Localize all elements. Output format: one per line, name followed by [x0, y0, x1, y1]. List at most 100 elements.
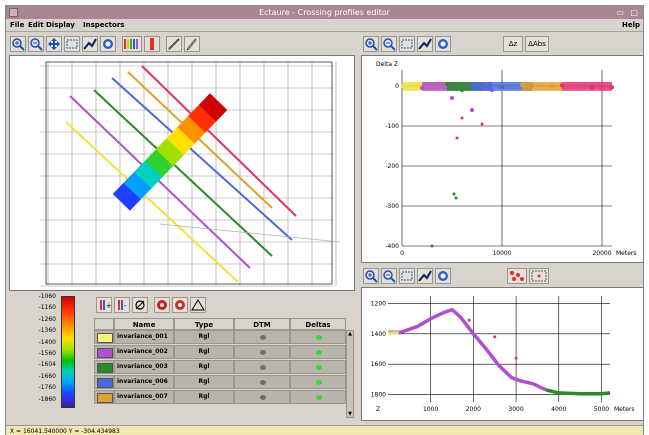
deltas-cell — [290, 360, 346, 374]
deltas-indicator-icon[interactable] — [316, 335, 322, 340]
map-profile-line — [65, 121, 239, 283]
bar-icon[interactable] — [144, 36, 160, 52]
swath-segment — [177, 115, 206, 144]
menu-inspectors[interactable]: Inspectors — [83, 21, 125, 29]
profile-color-swatch[interactable] — [97, 363, 113, 373]
col-header-name[interactable]: Name — [114, 318, 174, 330]
profile-chart-canvas[interactable]: 1200 1400 1600 1800 1000 2000 3000 4000 5000 Z Met… — [362, 288, 643, 420]
deltas-indicator-icon[interactable] — [316, 395, 322, 400]
select-rect-icon[interactable] — [64, 36, 80, 52]
table-row[interactable]: invariance_003 Rgl — [94, 360, 346, 374]
profile-color-swatch[interactable] — [97, 333, 113, 343]
delta-y-tick-label: 0 — [395, 83, 399, 90]
select-rect-icon[interactable] — [399, 36, 415, 52]
delta-chart[interactable]: 0 -100 -200 -300 -400 0 10000 20000 Delta Z Meter… — [361, 55, 644, 263]
svg-text:+: + — [106, 302, 111, 310]
pan-icon[interactable] — [46, 36, 62, 52]
delta-y-tick-label: -300 — [385, 203, 399, 210]
delta-z-button[interactable]: Δz — [503, 36, 523, 52]
swath-segment — [123, 171, 152, 200]
table-row[interactable]: invariance_002 Rgl — [94, 345, 346, 359]
zoom-out-icon[interactable] — [381, 36, 397, 52]
table-scrollbar[interactable]: ▲ ▼ — [346, 330, 354, 418]
delta-point-band — [562, 82, 612, 91]
swath-segment — [166, 126, 195, 155]
points-icon[interactable] — [507, 268, 527, 284]
dtm-indicator-icon[interactable] — [260, 335, 266, 340]
table-row[interactable]: invariance_001 Rgl — [94, 330, 346, 344]
scroll-down-icon[interactable]: ▼ — [348, 411, 352, 417]
profile-color-swatch[interactable] — [97, 348, 113, 358]
colorbar-tick-label: -1360 — [38, 327, 56, 335]
profile-color-swatch[interactable] — [97, 393, 113, 403]
table-row[interactable]: invariance_006 Rgl — [94, 375, 346, 389]
dash-rect-icon[interactable] — [529, 268, 549, 284]
profile-y-tick-label: 1600 — [371, 361, 386, 368]
zoom-in-icon[interactable] — [363, 268, 379, 284]
map-gray-track — [159, 223, 341, 243]
menu-file[interactable]: File — [10, 21, 25, 29]
profile-name: invariance_002 — [114, 345, 174, 359]
delta-outlier-point — [460, 116, 464, 120]
deltas-indicator-icon[interactable] — [316, 350, 322, 355]
deltas-cell — [290, 390, 346, 404]
remove-profile-icon[interactable]: - — [114, 297, 130, 313]
zoom-in-icon[interactable] — [10, 36, 26, 52]
dtm-indicator-icon[interactable] — [260, 350, 266, 355]
col-header-deltas[interactable]: Deltas — [290, 318, 346, 330]
delta-point — [470, 108, 474, 112]
profiles-table: Name Type DTM Deltas invariance_001 Rgl in… — [94, 318, 354, 418]
rubber-icon[interactable] — [417, 268, 433, 284]
dtm-indicator-icon[interactable] — [260, 365, 266, 370]
scroll-up-icon[interactable]: ▲ — [348, 331, 352, 337]
hand-icon[interactable] — [435, 268, 451, 284]
delta-abs-button[interactable]: ΔAbs — [525, 36, 549, 52]
map-view[interactable] — [9, 55, 355, 291]
rubber-icon[interactable] — [82, 36, 98, 52]
profile-name: invariance_006 — [114, 375, 174, 389]
zoom-in-icon[interactable] — [363, 36, 379, 52]
delta-outlier-point — [452, 192, 456, 196]
zoom-out-icon[interactable] — [381, 268, 397, 284]
menu-display[interactable]: Display — [46, 21, 75, 29]
system-menu-button[interactable] — [9, 8, 18, 17]
col-header-type[interactable]: Type — [174, 318, 234, 330]
add-profile-icon[interactable]: + — [96, 297, 112, 313]
dtm-cell — [234, 390, 290, 404]
hand-icon[interactable] — [100, 36, 116, 52]
select-rect-icon[interactable] — [399, 268, 415, 284]
profile-y-tick-label: 1400 — [371, 331, 386, 338]
rubber-icon[interactable] — [417, 36, 433, 52]
window-controls[interactable]: ▭ □ — [616, 8, 640, 17]
profiles-icon[interactable] — [122, 36, 142, 52]
map-profile-line — [69, 95, 251, 269]
deltas-indicator-icon[interactable] — [316, 365, 322, 370]
edit-pen-icon[interactable] — [166, 36, 182, 52]
dtm-cell — [234, 360, 290, 374]
deltas-indicator-icon[interactable] — [316, 380, 322, 385]
dtm-indicator-icon[interactable] — [260, 395, 266, 400]
colorbar-tick-label: -1560 — [38, 350, 56, 357]
swath-segment — [188, 104, 217, 133]
table-row[interactable]: invariance_007 Rgl — [94, 390, 346, 404]
profile-color-swatch[interactable] — [97, 378, 113, 388]
menu-edit[interactable]: Edit — [28, 21, 44, 29]
status-bar: X = 16041.540000 Y = -304.434983 — [6, 425, 643, 435]
dtm-indicator-icon[interactable] — [260, 380, 266, 385]
map-toolbar — [8, 35, 353, 53]
map-canvas[interactable] — [10, 56, 354, 290]
menu-help[interactable]: Help — [622, 21, 641, 29]
gear-red2-icon[interactable] — [172, 297, 188, 313]
profile-series-line — [388, 307, 547, 392]
delta-x-tick-label: 10000 — [492, 250, 511, 257]
triangle-icon[interactable] — [190, 297, 206, 313]
color-cell — [94, 360, 114, 374]
pencil-icon[interactable] — [184, 36, 200, 52]
profile-chart[interactable]: 1200 1400 1600 1800 1000 2000 3000 4000 5000 Z Met… — [361, 287, 644, 421]
reset-icon[interactable] — [132, 297, 148, 313]
col-header-dtm[interactable]: DTM — [234, 318, 290, 330]
gear-red-icon[interactable] — [154, 297, 170, 313]
zoom-out-icon[interactable] — [28, 36, 44, 52]
hand-icon[interactable] — [435, 36, 451, 52]
